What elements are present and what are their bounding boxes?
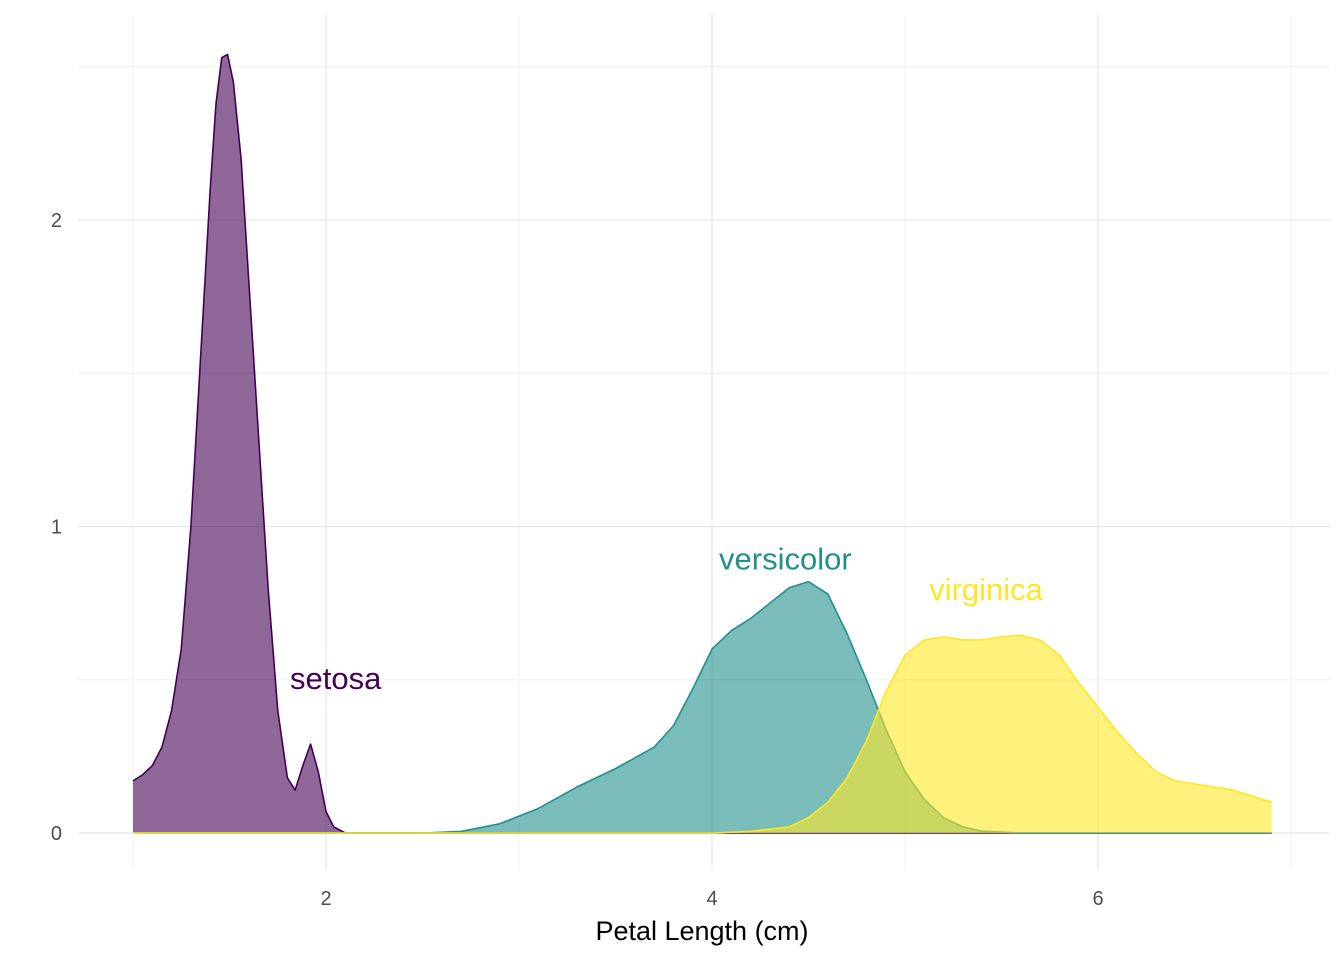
y-tick-label: 1 <box>51 517 62 539</box>
series-labels: setosa versicolor virginica <box>290 541 1044 696</box>
y-tick-label: 0 <box>51 823 62 845</box>
y-tick-labels: 0 1 2 <box>51 210 62 845</box>
density-area-versicolor <box>133 581 1272 833</box>
density-areas <box>132 53 1272 834</box>
y-tick-label: 2 <box>51 210 62 232</box>
x-tick-label: 4 <box>706 888 717 910</box>
density-area-setosa <box>133 54 1272 834</box>
x-tick-labels: 2 4 6 <box>320 888 1103 910</box>
x-tick-label: 6 <box>1092 888 1103 910</box>
series-label-setosa: setosa <box>290 661 382 696</box>
series-label-virginica: virginica <box>929 572 1043 607</box>
density-outline-setosa <box>132 53 1272 834</box>
x-tick-label: 2 <box>320 888 331 910</box>
x-axis-title: Petal Length (cm) <box>595 916 808 946</box>
density-outline-virginica <box>133 634 1272 834</box>
density-area-virginica <box>133 635 1272 833</box>
series-label-versicolor: versicolor <box>719 541 852 576</box>
